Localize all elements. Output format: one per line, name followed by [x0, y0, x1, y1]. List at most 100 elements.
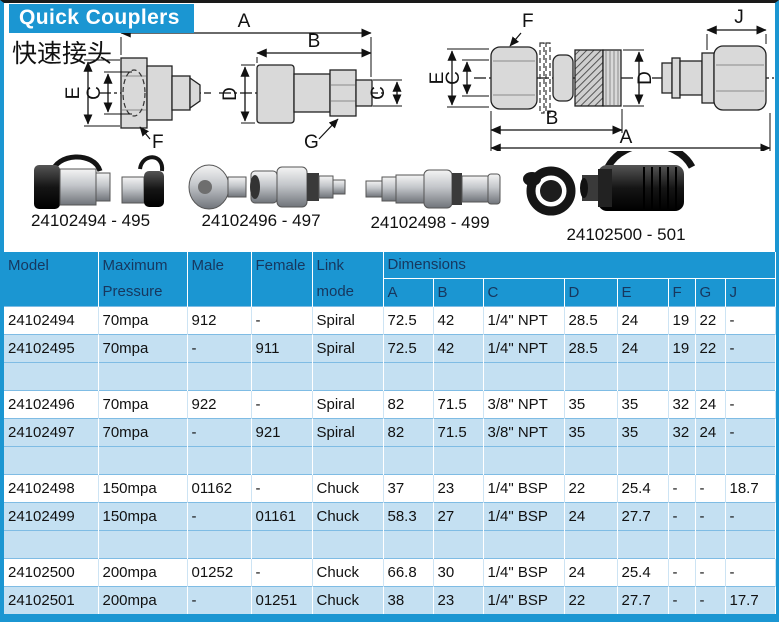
table-cell: -: [251, 558, 313, 586]
table-cell: 1/4" BSP: [483, 502, 565, 530]
table-cell: 922: [187, 390, 252, 418]
table-cell: -: [251, 390, 313, 418]
table-cell: -: [187, 586, 252, 614]
table-cell: 1/4" NPT: [483, 334, 565, 362]
table-cell: -: [695, 558, 726, 586]
table-cell: 911: [251, 334, 313, 362]
table-cell: [383, 530, 434, 558]
table-cell: 200mpa: [98, 586, 188, 614]
photo-caption: 24102496 - 497: [201, 211, 321, 230]
spec-table-body: 24102494 70mpa 912- Spiral 72.5 42 1/4" NPT 28.…: [4, 306, 776, 614]
header-male-blank: [187, 278, 252, 306]
table-cell: 1/4" BSP: [483, 586, 565, 614]
table-cell: [617, 446, 669, 474]
table-cell: 24102496: [4, 390, 99, 418]
table-cell: 200mpa: [98, 558, 188, 586]
table-cell: 921: [251, 418, 313, 446]
header-pressure: Pressure: [98, 278, 188, 306]
header-maximum: Maximum: [98, 252, 188, 278]
table-cell: 01161: [251, 502, 313, 530]
table-cell: 01251: [251, 586, 313, 614]
table-cell: -: [668, 558, 696, 586]
table-cell: 150mpa: [98, 474, 188, 502]
table-cell: [564, 530, 618, 558]
table-cell: 22: [564, 474, 618, 502]
table-cell: 28.5: [564, 334, 618, 362]
table-cell: 23: [433, 586, 484, 614]
technical-drawings-section: E C F A: [4, 3, 775, 153]
table-cell: [98, 446, 188, 474]
table-spacer-row: [4, 530, 776, 558]
table-cell: [617, 362, 669, 390]
leader-label-f3: F: [522, 11, 534, 32]
table-cell: 82: [383, 390, 434, 418]
table-cell: 22: [695, 306, 726, 334]
dim-label-j4: J: [734, 7, 744, 28]
table-cell: [725, 530, 776, 558]
table-cell: -: [725, 306, 776, 334]
table-cell: -: [668, 502, 696, 530]
table-row: 24102494 70mpa 912- Spiral 72.5 42 1/4" NPT 28.…: [4, 306, 776, 334]
table-cell: 32: [668, 418, 696, 446]
table-cell: 3/8" NPT: [483, 418, 565, 446]
table-cell: 70mpa: [98, 306, 188, 334]
table-row: 24102498 150mpa 01162- Chuck 37 23 1/4" BSP 22 2…: [4, 474, 776, 502]
table-cell: 24: [617, 334, 669, 362]
page-title: Quick Couplers: [19, 6, 180, 29]
table-cell: 35: [617, 418, 669, 446]
table-cell: -: [251, 474, 313, 502]
table-cell: [564, 362, 618, 390]
table-cell: [668, 362, 696, 390]
dim-label-d2: D: [220, 87, 241, 101]
table-spacer-row: [4, 446, 776, 474]
table-cell: -: [695, 586, 726, 614]
table-cell: 19: [668, 334, 696, 362]
leader-label-f1: F: [152, 132, 164, 151]
table-cell: 1/4" NPT: [483, 306, 565, 334]
table-cell: [312, 446, 384, 474]
table-cell: [312, 362, 384, 390]
header-male: Male: [187, 252, 252, 278]
photo-caption: 24102500 - 501: [566, 225, 686, 244]
product-photos-section: 24102494 - 495 24102496 - 497 24102498 -…: [4, 141, 775, 252]
page-subtitle-chinese: 快速接头: [12, 40, 113, 68]
table-cell: 22: [695, 334, 726, 362]
product-photos-svg: [34, 141, 696, 216]
table-cell: 24102495: [4, 334, 99, 362]
table-cell: 18.7: [725, 474, 776, 502]
table-cell: 71.5: [433, 390, 484, 418]
table-cell: 37: [383, 474, 434, 502]
table-cell: 35: [564, 390, 618, 418]
table-cell: [251, 362, 313, 390]
table-cell: 1/4" BSP: [483, 558, 565, 586]
table-cell: 24: [564, 502, 618, 530]
table-cell: 66.8: [383, 558, 434, 586]
table-cell: 27.7: [617, 502, 669, 530]
table-cell: [98, 530, 188, 558]
table-cell: -: [725, 502, 776, 530]
table-cell: -: [725, 558, 776, 586]
table-cell: 01252: [187, 558, 252, 586]
table-cell: 71.5: [433, 418, 484, 446]
spec-table: Model Maximum Male Female Link Dimension…: [4, 252, 776, 614]
drawing-coupler-socket-view: E C F D B: [427, 11, 771, 153]
table-cell: [725, 362, 776, 390]
table-cell: [483, 530, 565, 558]
table-cell: 32: [668, 390, 696, 418]
header-dim-c: C: [483, 278, 565, 306]
header-dim-b: B: [433, 278, 484, 306]
table-cell: 24102499: [4, 502, 99, 530]
dim-label-c2: C: [368, 86, 389, 100]
table-cell: 24102494: [4, 306, 99, 334]
table-cell: [483, 362, 565, 390]
table-cell: 912: [187, 306, 252, 334]
photo-caption: 24102498 - 499: [370, 213, 490, 232]
table-row: 24102501 200mpa -01251 Chuck 38 23 1/4" BSP 22 2…: [4, 586, 776, 614]
header-link: Link: [312, 252, 384, 278]
table-cell: [187, 362, 252, 390]
table-cell: 3/8" NPT: [483, 390, 565, 418]
photo-couplers-24102494-495: [34, 154, 165, 209]
table-cell: 72.5: [383, 306, 434, 334]
technical-drawings-svg: E C F A: [63, 7, 774, 153]
